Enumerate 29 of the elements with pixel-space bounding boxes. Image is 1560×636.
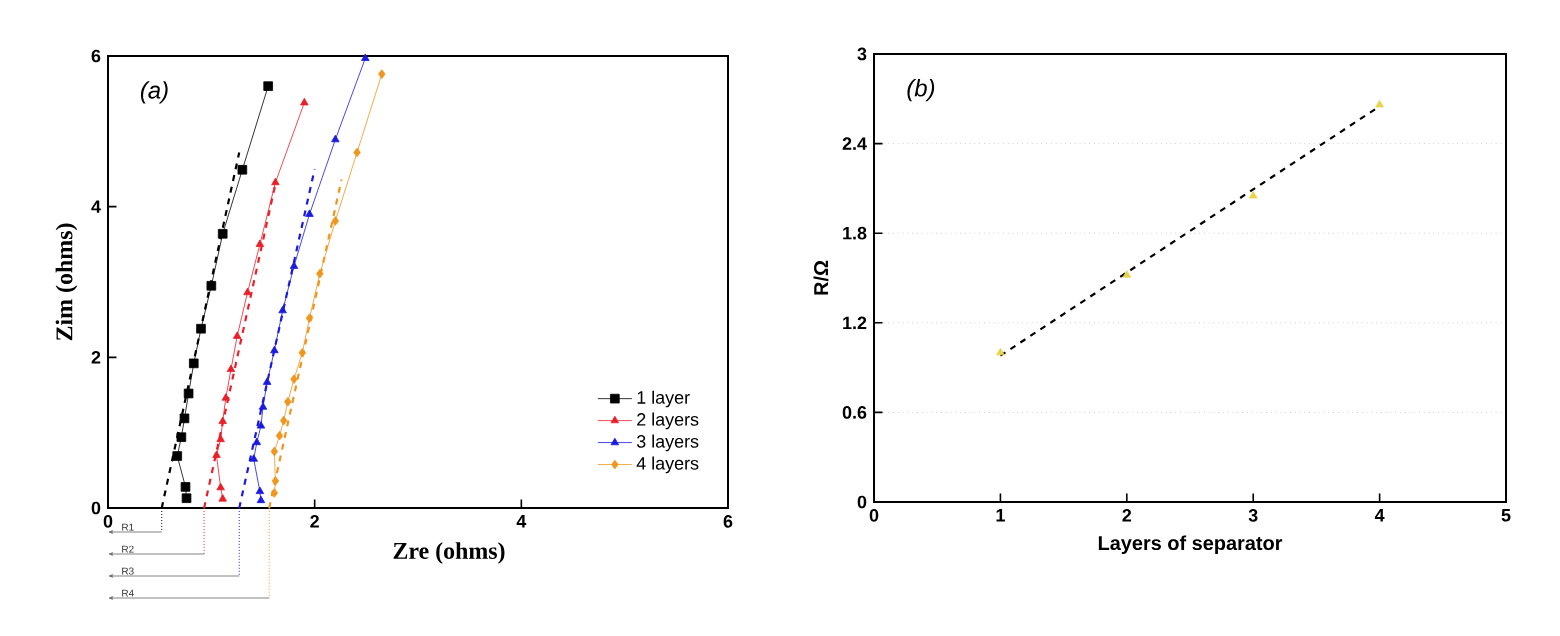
x-tick-label: 0 (103, 515, 113, 528)
x-tick-label: 5 (1501, 509, 1511, 522)
x-axis-title: Layers of separator (1098, 535, 1283, 555)
legend-label: 3 layers (636, 434, 699, 452)
y-tick-label: 1.2 (843, 316, 867, 330)
y-tick-label: 0.6 (842, 406, 867, 419)
x-tick-label: 3 (1248, 509, 1258, 522)
y-axis-title: Zim (ohms) (55, 223, 78, 341)
y-tick-label: 0 (857, 495, 867, 509)
text: (a) (140, 81, 168, 104)
y-tick-label: 2 (91, 351, 101, 364)
x-tick-label: 2 (310, 515, 319, 528)
x-tick-label: 4 (516, 515, 527, 528)
y-tick-label: 6 (91, 49, 101, 63)
x-tick-label: 2 (1122, 509, 1132, 522)
y-tick-label: 4 (91, 200, 101, 213)
text: (b) (907, 78, 935, 102)
x-tick-label: 1 (996, 509, 1005, 522)
y-tick-label: 1.8 (843, 226, 867, 240)
x-axis-title: Zre (ohms) (393, 542, 505, 564)
y-tick-label: 2.4 (842, 137, 867, 150)
x-tick-label: 0 (869, 509, 879, 522)
y-tick-label: 3 (857, 47, 867, 61)
legend-label: 4 layers (636, 456, 699, 474)
legend-label: 2 layers (637, 412, 699, 430)
y-axis-title: R/Ω (813, 260, 829, 295)
x-tick-label: 6 (723, 515, 733, 528)
x-tick-label: 4 (1374, 509, 1385, 522)
legend-label: 1 layer (637, 390, 690, 408)
